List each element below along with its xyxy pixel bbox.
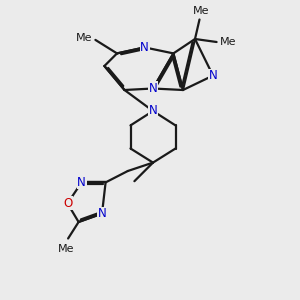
Text: Me: Me [58,244,75,254]
Text: N: N [140,41,149,54]
Text: N: N [77,176,86,189]
Text: N: N [148,82,158,95]
Text: Me: Me [193,7,209,16]
Text: N: N [98,207,106,220]
Text: Me: Me [220,37,236,47]
Text: N: N [148,104,158,118]
Text: N: N [208,69,217,82]
Text: O: O [63,197,72,210]
Text: Me: Me [76,33,92,43]
